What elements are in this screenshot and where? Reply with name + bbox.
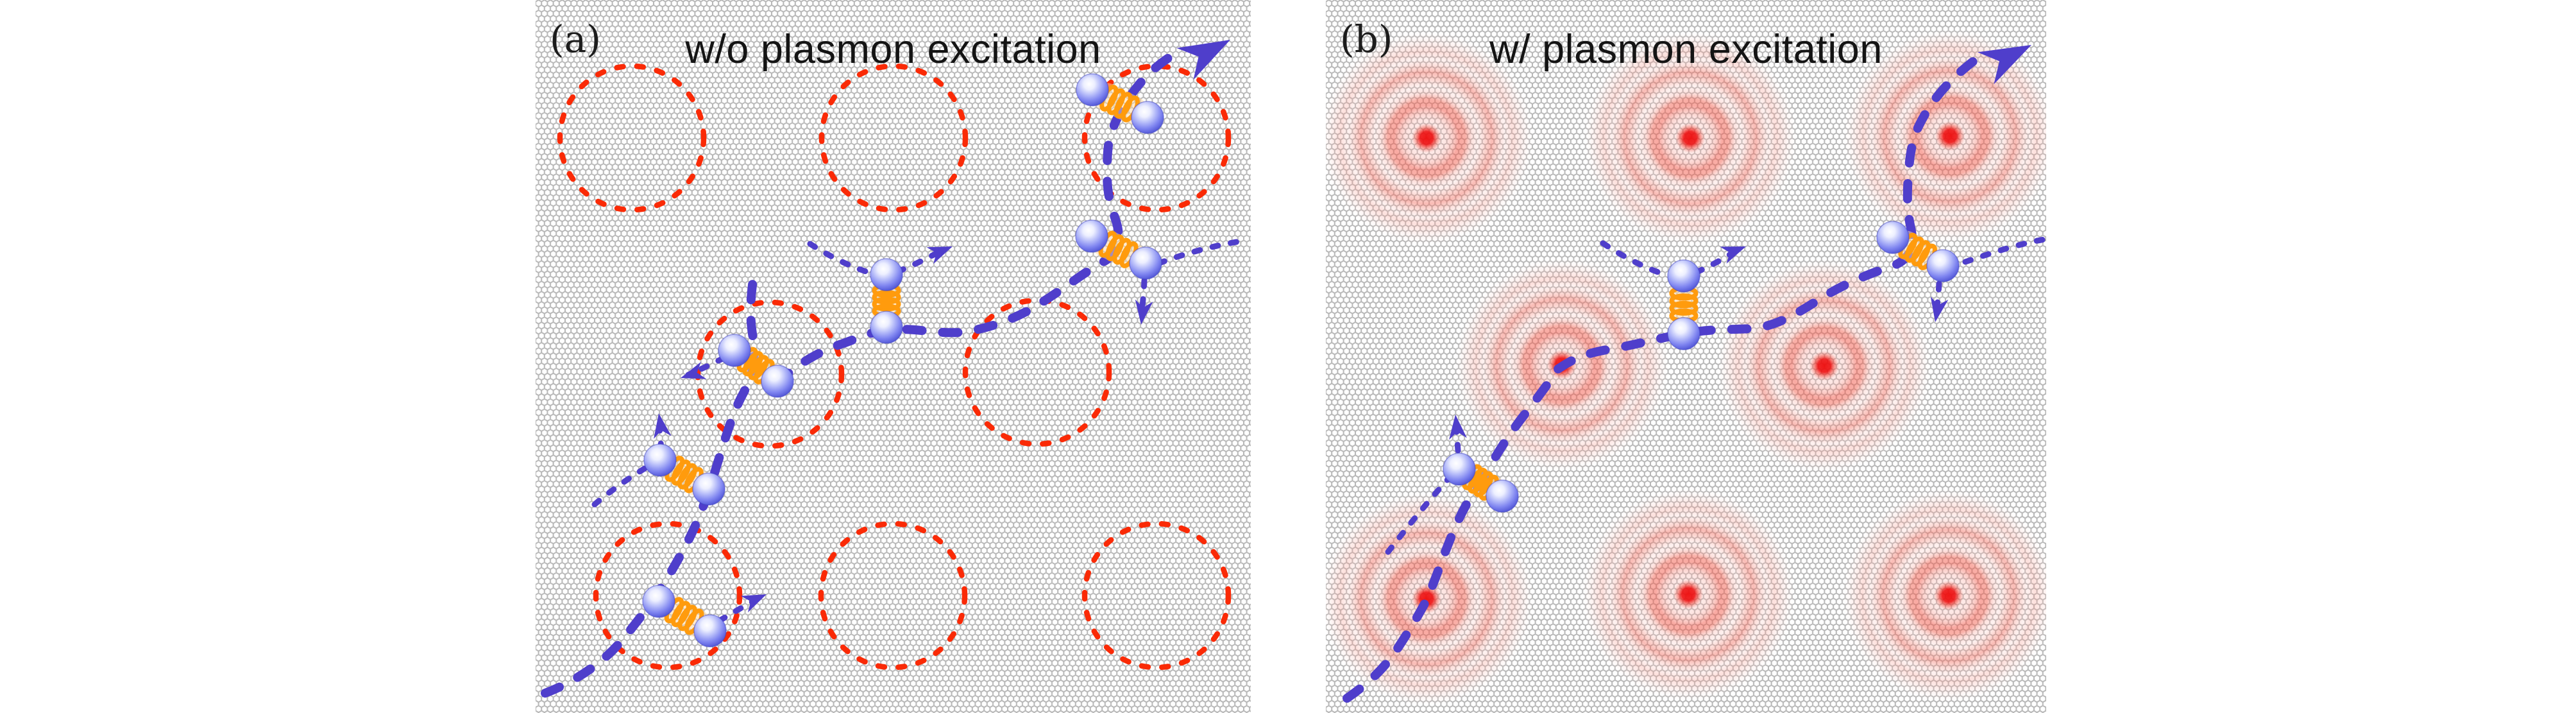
panel-b-label: (b) [1340, 17, 1393, 61]
panel-b-title: w/ plasmon excitation [1489, 27, 1883, 72]
panel-a-title: w/o plasmon excitation [685, 27, 1101, 72]
panel-a-illustration [536, 0, 1251, 713]
panel-a: (a) w/o plasmon excitation [536, 0, 1251, 713]
panel-a-label: (a) [550, 17, 601, 61]
panel-b: (b) w/ plasmon excitation [1326, 0, 2046, 713]
panel-b-illustration [1326, 0, 2046, 713]
